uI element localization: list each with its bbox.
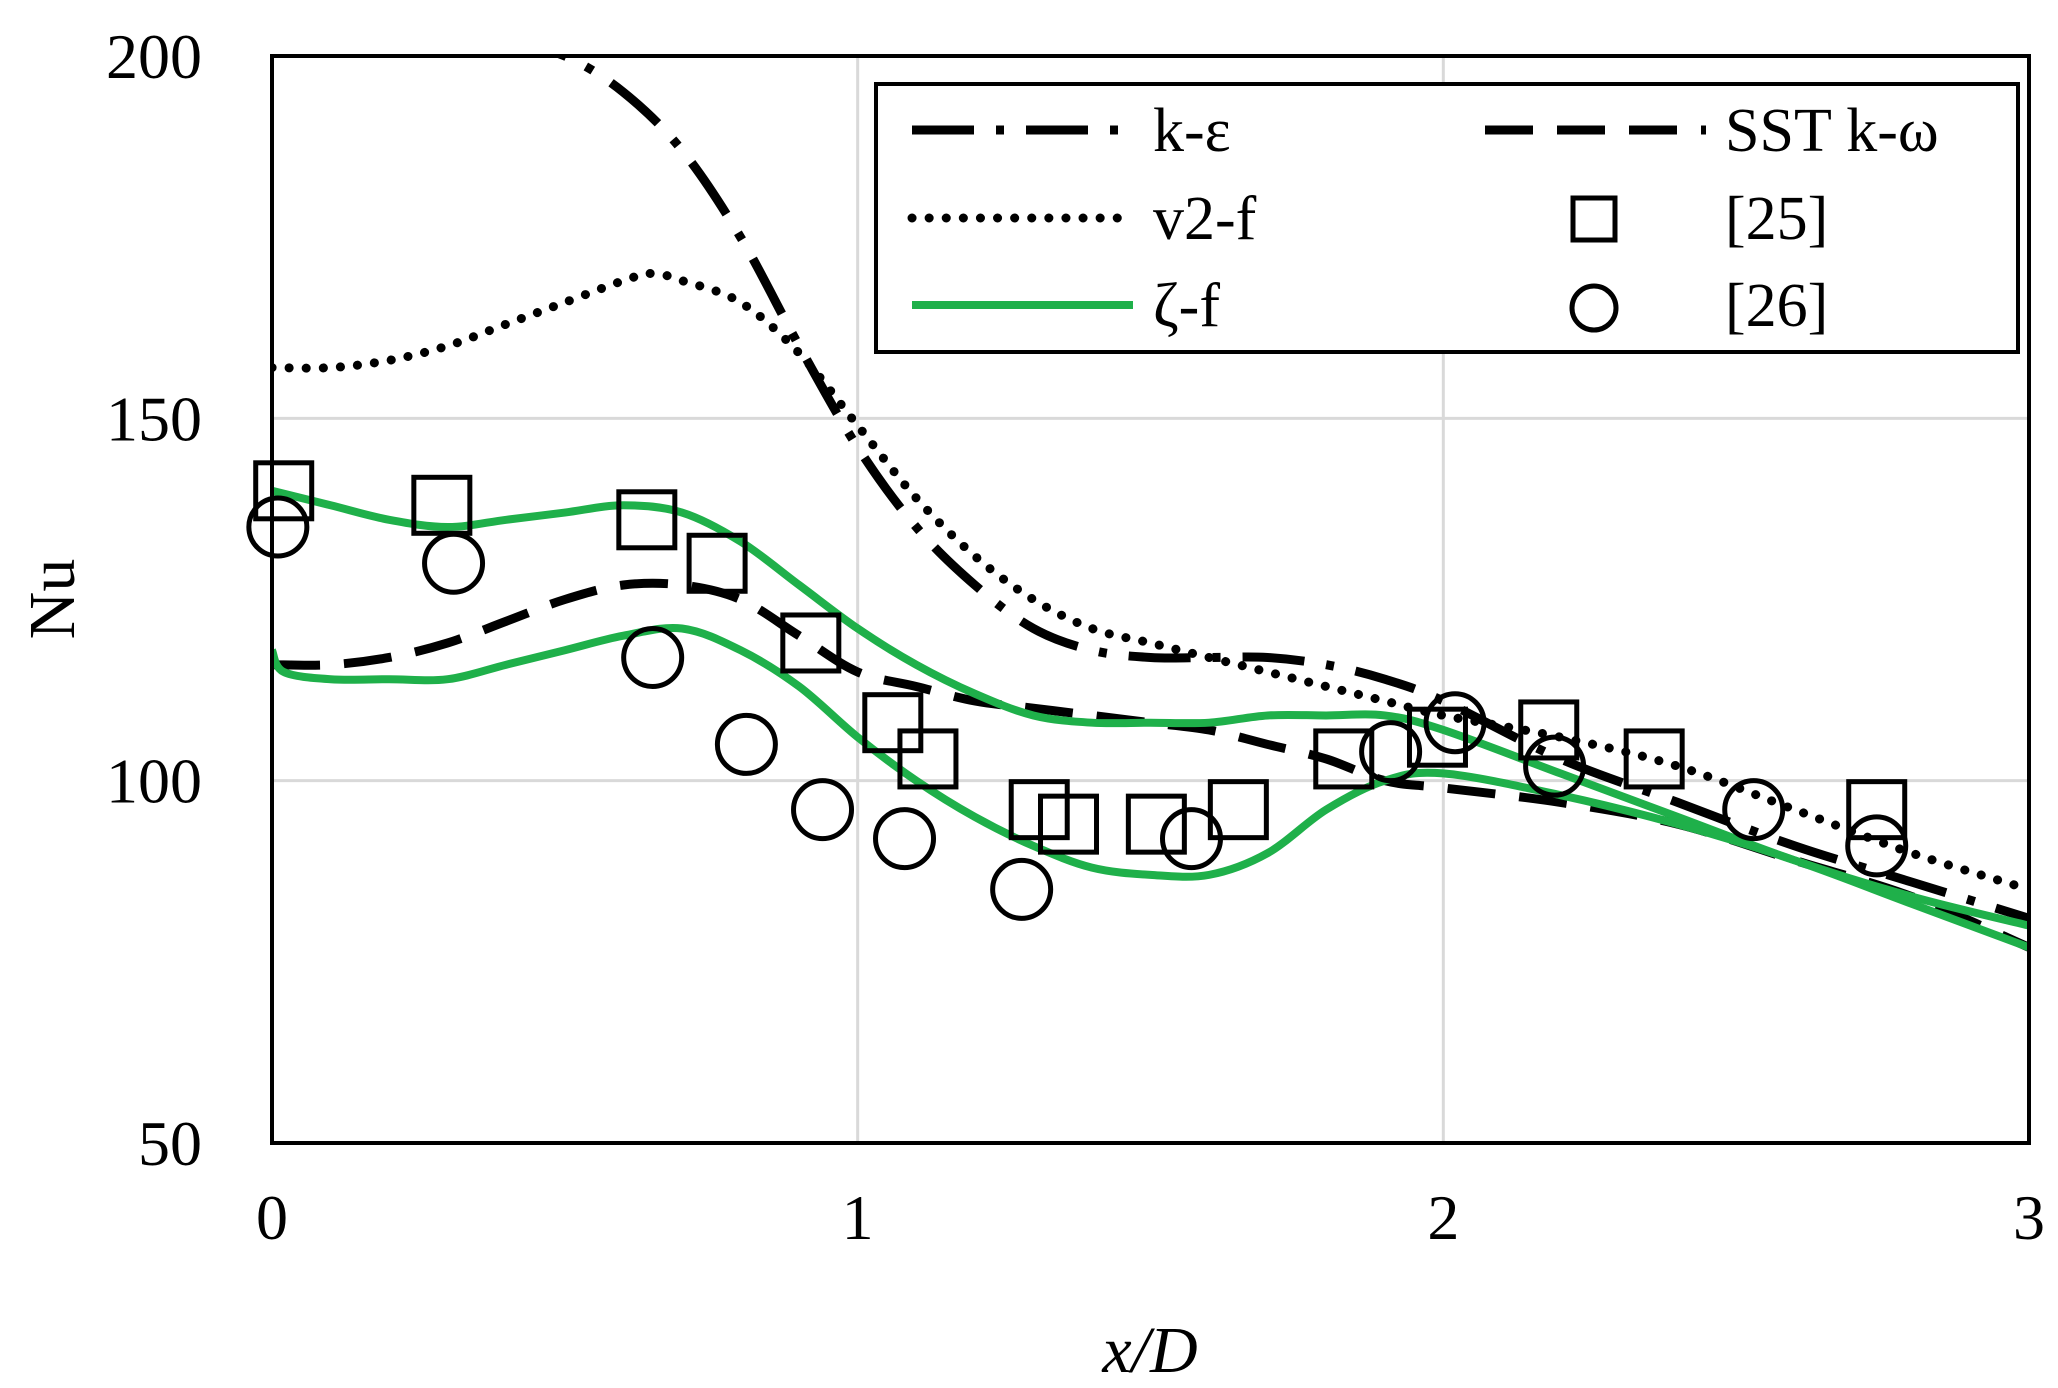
series-line-4 — [272, 623, 2029, 952]
marker-square — [616, 489, 678, 551]
marker-group — [246, 460, 1909, 921]
series-line-0 — [551, 56, 2029, 923]
legend: k-ε SST k-ω v2-f [25] ζ-f [26] — [874, 82, 2020, 354]
marker-circle — [873, 807, 937, 871]
marker-circle — [621, 625, 685, 689]
marker-circle — [1523, 734, 1587, 798]
marker-circle — [1359, 720, 1423, 784]
y-tick-label: 150 — [106, 383, 202, 454]
marker-square — [897, 728, 959, 790]
legend-label-v2-f: v2-f — [1153, 185, 1257, 253]
marker-circle — [1159, 807, 1223, 871]
legend-label-ref-25: [25] — [1725, 185, 1828, 253]
marker-circle — [422, 531, 486, 595]
marker-square — [1313, 728, 1375, 790]
marker-square — [1518, 699, 1580, 761]
tick-labels: 0 1 2 3 50 100 150 200 — [106, 21, 2045, 1253]
marker-circle — [714, 712, 778, 776]
x-tick-label: 3 — [2013, 1182, 2045, 1253]
y-tick-label: 200 — [106, 21, 202, 92]
marker-square — [1846, 779, 1908, 841]
legend-label-sst-k-omega: SST k-ω — [1725, 97, 1939, 165]
legend-marker-square — [1570, 195, 1618, 243]
x-tick-label: 1 — [842, 1182, 874, 1253]
legend-label-ref-26: [26] — [1725, 272, 1828, 340]
marker-circle — [1722, 778, 1786, 842]
marker-circle — [791, 778, 855, 842]
marker-circle — [1423, 691, 1487, 755]
series-line-3 — [272, 486, 2029, 930]
marker-circle — [246, 495, 310, 559]
x-axis-label: x/D — [1101, 1314, 1197, 1387]
x-tick-label: 0 — [256, 1182, 288, 1253]
y-tick-label: 50 — [138, 1108, 202, 1179]
x-tick-label: 2 — [1427, 1182, 1459, 1253]
marker-square — [780, 612, 842, 674]
marker-square — [1125, 793, 1187, 855]
legend-marker-circle — [1569, 283, 1619, 333]
legend-label-zeta-f: ζ-f — [1153, 272, 1220, 340]
marker-square — [1406, 706, 1468, 768]
marker-circle — [990, 857, 1054, 921]
y-tick-label: 100 — [106, 746, 202, 817]
marker-square — [862, 692, 924, 754]
marker-square — [1207, 779, 1269, 841]
series-line-1 — [272, 578, 2029, 952]
marker-circle — [1845, 814, 1909, 878]
marker-square — [253, 460, 315, 522]
marker-square — [411, 474, 473, 536]
marker-square — [686, 532, 748, 594]
plot-frame — [270, 54, 2031, 1145]
legend-label-k-epsilon: k-ε — [1153, 97, 1231, 165]
y-axis-label: Nu — [16, 559, 89, 640]
marker-square — [1038, 793, 1100, 855]
marker-square — [1623, 728, 1685, 790]
